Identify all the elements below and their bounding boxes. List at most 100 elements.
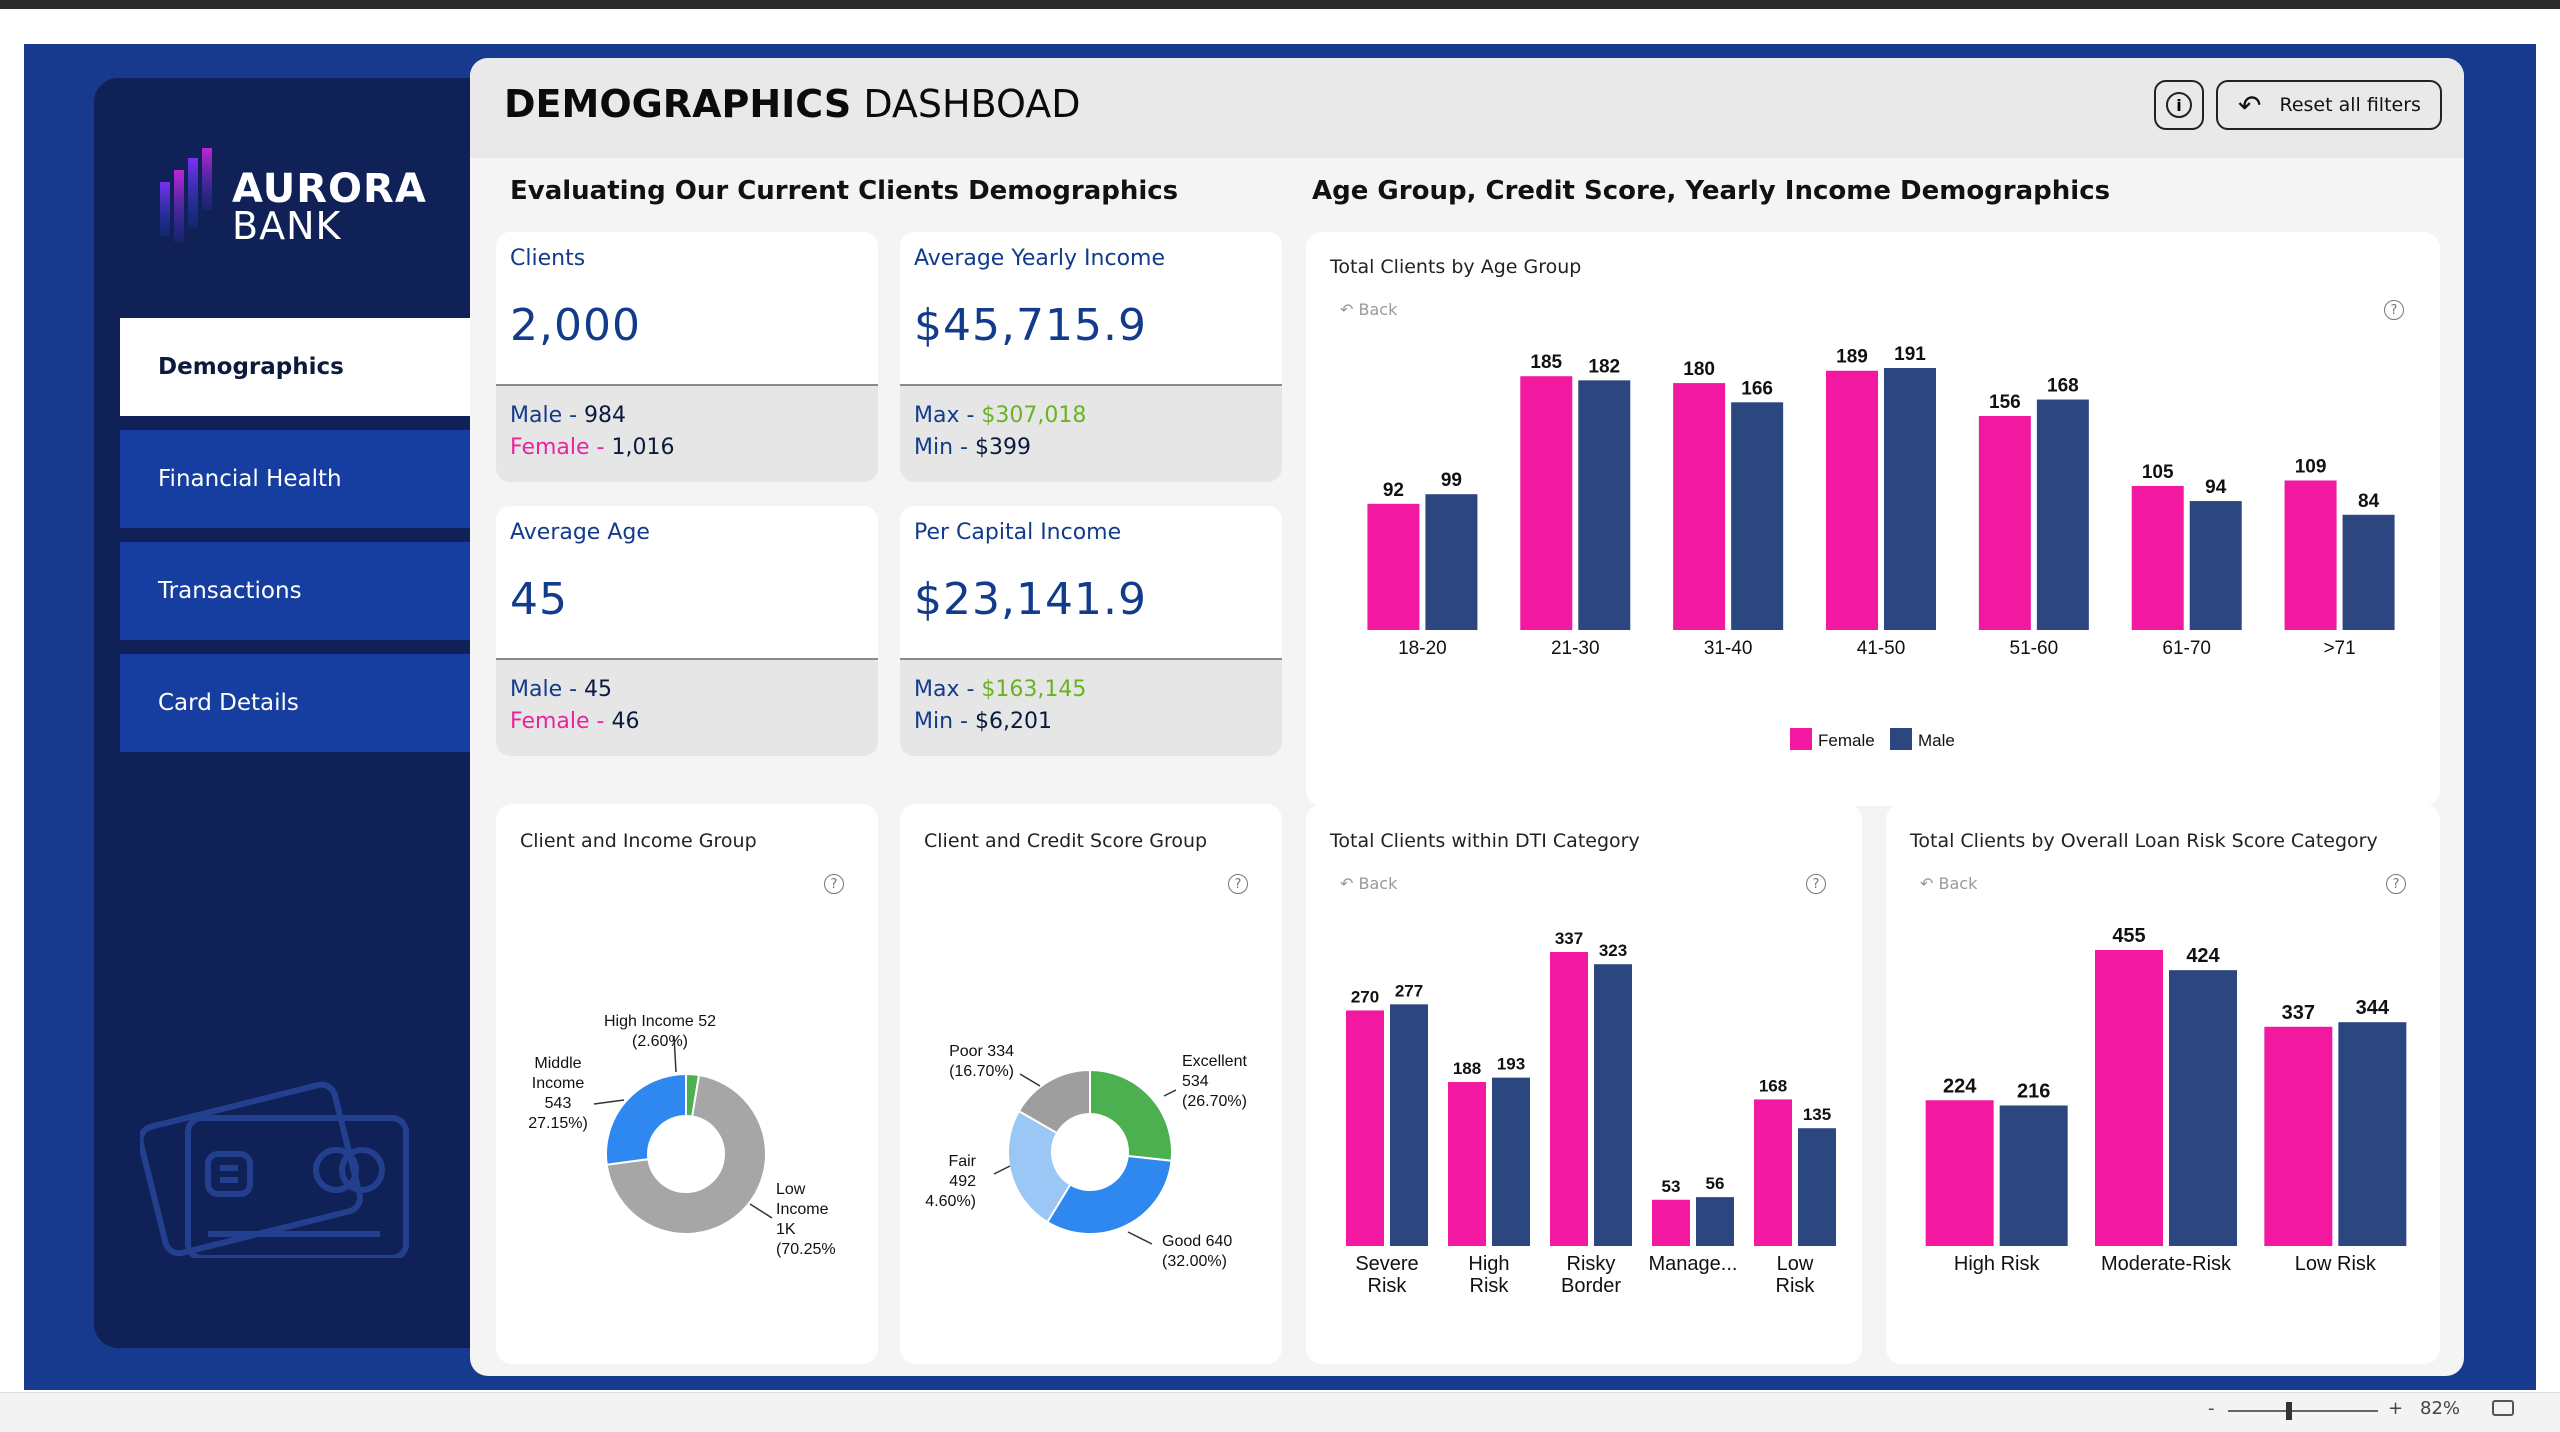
max-label: Max - bbox=[914, 677, 975, 702]
max-label: Max - bbox=[914, 403, 975, 428]
back-label: Back bbox=[1358, 874, 1398, 893]
bar-female bbox=[1925, 1100, 1994, 1246]
fit-to-page-icon[interactable] bbox=[2492, 1400, 2514, 1416]
slice-label: 27.15%) bbox=[528, 1115, 588, 1132]
bar-female bbox=[1826, 370, 1878, 630]
zoom-slider-thumb[interactable] bbox=[2286, 1402, 2292, 1420]
age-group-chart-panel: Total Clients by Age Group ↶ Back ? 92 99… bbox=[1306, 232, 2440, 806]
kpi-breakdown: Male - 45 Female - 46 bbox=[496, 658, 878, 756]
data-label: 216 bbox=[2017, 1080, 2050, 1102]
donut-slice bbox=[1046, 1154, 1173, 1235]
category-label: Severe bbox=[1355, 1253, 1418, 1275]
donut-slice bbox=[1007, 1109, 1072, 1224]
back-button[interactable]: ↶ Back bbox=[1340, 300, 1398, 319]
help-icon[interactable]: ? bbox=[1228, 874, 1248, 894]
logo-mark-icon bbox=[160, 148, 212, 242]
kpi-clients-card: Clients 2,000 Male - 984 Female - 1,016 bbox=[496, 232, 878, 482]
legend-label: Female bbox=[1818, 731, 1875, 750]
panel-title: Total Clients within DTI Category bbox=[1330, 830, 1640, 852]
section-title-right: Age Group, Credit Score, Yearly Income D… bbox=[1312, 176, 2111, 206]
help-icon[interactable]: ? bbox=[2384, 300, 2404, 320]
top-bar bbox=[0, 0, 2560, 9]
category-label: >71 bbox=[2323, 638, 2355, 659]
data-label: 337 bbox=[1555, 929, 1583, 948]
kpi-breakdown: Max - $163,145 Min - $6,201 bbox=[900, 658, 1282, 756]
section-title-left: Evaluating Our Current Clients Demograph… bbox=[510, 176, 1179, 206]
nav-financial-health[interactable]: Financial Health bbox=[120, 430, 494, 528]
donut-slice bbox=[1017, 1068, 1091, 1135]
leader-line bbox=[993, 1165, 1011, 1175]
data-label: 191 bbox=[1894, 344, 1926, 365]
help-icon[interactable]: ? bbox=[2386, 874, 2406, 894]
male-label: Male - bbox=[510, 403, 578, 428]
category-label: 61-70 bbox=[2162, 638, 2211, 659]
slice-label: (32.00%) bbox=[1162, 1253, 1227, 1270]
back-button[interactable]: ↶ Back bbox=[1340, 874, 1398, 893]
female-value: 46 bbox=[611, 709, 640, 734]
female-label: Female - bbox=[510, 435, 605, 460]
leader-line bbox=[593, 1099, 625, 1105]
logo-text-bank: BANK bbox=[232, 204, 342, 248]
data-label: 92 bbox=[1383, 480, 1404, 501]
back-button[interactable]: ↶ Back bbox=[1920, 874, 1978, 893]
panel-title: Total Clients by Age Group bbox=[1330, 256, 1582, 278]
data-label: 270 bbox=[1351, 987, 1379, 1006]
min-label: Min - bbox=[914, 709, 968, 734]
data-label: 168 bbox=[2047, 376, 2079, 397]
zoom-in-button[interactable]: + bbox=[2388, 1398, 2404, 1419]
category-label: Low bbox=[1777, 1253, 1814, 1275]
slice-label: High Income 52 bbox=[604, 1013, 716, 1030]
income-group-panel: Client and Income Group ? High Income 52… bbox=[496, 804, 878, 1364]
female-label: Female - bbox=[510, 709, 605, 734]
slice-label: 534 bbox=[1182, 1073, 1209, 1090]
bar-female bbox=[1754, 1099, 1792, 1246]
slice-label: (16.70%) bbox=[949, 1063, 1014, 1080]
reset-filters-button[interactable]: ↶ Reset all filters bbox=[2216, 80, 2442, 130]
undo-arrow-icon: ↶ bbox=[2238, 88, 2262, 122]
slice-label: Fair bbox=[948, 1153, 976, 1170]
kpi-breakdown: Male - 984 Female - 1,016 bbox=[496, 384, 878, 482]
back-label: Back bbox=[1358, 300, 1398, 319]
reset-label: Reset all filters bbox=[2279, 94, 2421, 116]
help-icon[interactable]: ? bbox=[824, 874, 844, 894]
help-icon[interactable]: ? bbox=[1806, 874, 1826, 894]
nav-label: Transactions bbox=[158, 578, 302, 604]
leader-line bbox=[1019, 1073, 1041, 1087]
bar-female bbox=[2264, 1026, 2333, 1246]
bar-female bbox=[1978, 416, 2031, 630]
data-label: 168 bbox=[1759, 1076, 1787, 1095]
bar-male bbox=[1696, 1197, 1734, 1246]
slice-label: Income bbox=[776, 1201, 829, 1218]
kpi-value: 45 bbox=[510, 574, 568, 625]
zoom-out-button[interactable]: - bbox=[2208, 1398, 2215, 1419]
aurora-bank-logo: AURORA BANK bbox=[158, 146, 426, 256]
slice-label: 4.60%) bbox=[925, 1193, 976, 1210]
nav-demographics[interactable]: Demographics bbox=[120, 318, 494, 416]
bar-female bbox=[1652, 1199, 1690, 1246]
category-label: Risky bbox=[1567, 1253, 1616, 1275]
max-value: $307,018 bbox=[981, 403, 1087, 428]
male-value: 45 bbox=[584, 677, 613, 702]
nav-card-details[interactable]: Card Details bbox=[120, 654, 494, 752]
kpi-value: $45,715.9 bbox=[914, 300, 1147, 351]
bar-male bbox=[1884, 368, 1936, 630]
info-icon: i bbox=[2166, 92, 2192, 118]
bar-male bbox=[2169, 970, 2237, 1246]
panel-title: Total Clients by Overall Loan Risk Score… bbox=[1910, 830, 2378, 852]
category-label: Low Risk bbox=[2295, 1253, 2377, 1275]
bar-female bbox=[1448, 1081, 1486, 1246]
zoom-control: - + 82% bbox=[2208, 1398, 2548, 1426]
nav-label: Financial Health bbox=[158, 466, 342, 492]
nav-label: Card Details bbox=[158, 690, 299, 716]
category-label: High bbox=[1468, 1253, 1509, 1275]
info-button[interactable]: i bbox=[2154, 80, 2204, 130]
slice-label: Good 640 bbox=[1162, 1233, 1232, 1250]
legend-swatch-male bbox=[1890, 728, 1912, 750]
panel-title: Client and Income Group bbox=[520, 830, 757, 852]
bar-male bbox=[2036, 399, 2089, 630]
category-label: 21-30 bbox=[1551, 638, 1600, 659]
title-rest: DASHBOAD bbox=[863, 82, 1081, 126]
zoom-slider[interactable] bbox=[2228, 1410, 2378, 1412]
nav-transactions[interactable]: Transactions bbox=[120, 542, 494, 640]
donut-slice bbox=[605, 1073, 767, 1235]
